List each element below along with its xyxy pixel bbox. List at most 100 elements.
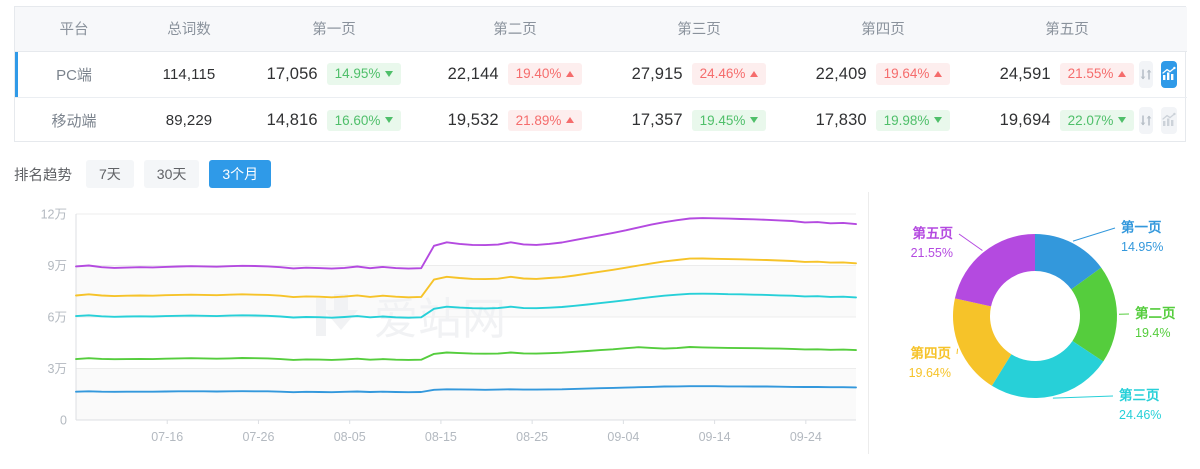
triangle-up-icon (566, 71, 575, 77)
svg-text:09-24: 09-24 (790, 430, 822, 444)
svg-text:08-15: 08-15 (425, 430, 457, 444)
column-header-page2: 第二页 (423, 7, 607, 52)
page5-count: 19,694 (999, 110, 1051, 129)
svg-text:24.46%: 24.46% (1119, 408, 1161, 422)
triangle-down-icon (1118, 117, 1127, 124)
table-header-row: 平台 总词数 第一页 第二页 第三页 第四页 第五页 (15, 7, 1187, 52)
svg-text:第二页: 第二页 (1135, 305, 1176, 321)
column-header-page3: 第三页 (607, 7, 791, 52)
column-header-actions (1159, 7, 1187, 52)
page-distribution-donut-chart[interactable]: 第一页 14.95% 第二页 19.4% 第三页 24.46% 第四页 19.64% 第五页 21… (868, 192, 1200, 454)
column-header-total: 总词数 (133, 7, 245, 52)
cell-page5: 24,591 21.55% (975, 51, 1159, 98)
row-platform-label: PC端 (15, 51, 133, 98)
page5-pct-badge: 21.55% (1059, 63, 1135, 85)
page3-count: 17,357 (631, 110, 683, 129)
page4-pct: 19.64% (883, 66, 930, 82)
trend-title: 排名趋势 (14, 167, 72, 184)
page5-pct: 22.07% (1067, 112, 1114, 128)
page4-pct-badge: 19.64% (875, 63, 951, 85)
svg-text:0: 0 (60, 414, 67, 428)
tab-3-months[interactable]: 3个月 (209, 160, 272, 189)
trend-toolbar: 排名趋势 7天 30天 3个月 (14, 160, 272, 189)
keyword-distribution-table: 平台 总词数 第一页 第二页 第三页 第四页 第五页 PC端 114,115 (14, 6, 1187, 143)
cell-page1: 17,056 14.95% (245, 51, 423, 98)
triangle-up-icon (1118, 71, 1127, 77)
page4-count: 17,830 (815, 110, 867, 129)
svg-text:爱站网: 爱站网 (374, 295, 506, 344)
page2-pct: 19.40% (515, 66, 562, 82)
page2-pct: 21.89% (515, 112, 562, 128)
page5-count: 24,591 (999, 64, 1051, 83)
page5-pct: 21.55% (1067, 66, 1114, 82)
rank-trend-line-chart[interactable]: 0 3万 6万 9万 12万爱站网 07-16 07-26 08-05 08-15 08-25 09… (8, 192, 868, 454)
triangle-down-icon (385, 71, 394, 77)
svg-text:第四页: 第四页 (911, 345, 952, 361)
table-row-mobile[interactable]: 移动端 89,229 14,816 16.60% 19 (15, 97, 1187, 143)
svg-text:21.55%: 21.55% (911, 246, 953, 260)
page4-count: 22,409 (815, 64, 867, 83)
triangle-down-icon (934, 117, 943, 124)
page3-pct: 24.46% (699, 66, 746, 82)
page3-count: 27,915 (631, 64, 683, 83)
tab-30-days[interactable]: 30天 (143, 160, 200, 189)
cell-page5: 19,694 22.07% (975, 97, 1159, 143)
page1-count: 17,056 (266, 64, 318, 83)
row-total-words: 114,115 (133, 51, 245, 98)
column-header-page5: 第五页 (975, 7, 1159, 52)
page1-pct: 14.95% (334, 66, 381, 82)
page4-pct-badge: 19.98% (875, 109, 951, 131)
svg-text:3万: 3万 (48, 362, 67, 376)
svg-text:19.64%: 19.64% (909, 366, 951, 380)
triangle-up-icon (934, 71, 943, 77)
page3-pct-badge: 19.45% (691, 109, 767, 131)
page2-pct-badge: 19.40% (507, 63, 583, 85)
svg-text:08-05: 08-05 (334, 430, 366, 444)
cell-page3: 17,357 19.45% (607, 97, 791, 143)
row-platform-label: 移动端 (51, 112, 97, 130)
page4-pct: 19.98% (883, 112, 930, 128)
triangle-up-icon (566, 117, 575, 124)
svg-text:第一页: 第一页 (1121, 219, 1162, 235)
svg-text:9万: 9万 (48, 259, 67, 273)
svg-text:09-14: 09-14 (699, 430, 731, 444)
page5-pct-badge: 22.07% (1059, 109, 1135, 131)
tab-7-days[interactable]: 7天 (86, 160, 134, 189)
triangle-down-icon (750, 117, 759, 124)
svg-text:19.4%: 19.4% (1135, 326, 1170, 340)
triangle-up-icon (750, 71, 759, 77)
charts-region: 0 3万 6万 9万 12万爱站网 07-16 07-26 08-05 08-15 08-25 09… (0, 192, 1200, 454)
chart-icon[interactable] (1161, 60, 1177, 88)
svg-text:12万: 12万 (41, 208, 67, 222)
cell-page2: 19,532 21.89% (423, 97, 607, 143)
svg-text:08-25: 08-25 (516, 430, 548, 444)
table-row-pc[interactable]: PC端 114,115 17,056 14.95% 2 (15, 51, 1187, 98)
page2-pct-badge: 21.89% (507, 109, 583, 131)
page1-count: 14,816 (266, 110, 318, 129)
chart-icon[interactable] (1161, 106, 1177, 134)
cell-page3: 27,915 24.46% (607, 51, 791, 98)
sort-icon[interactable] (1139, 106, 1153, 134)
svg-text:6万: 6万 (48, 311, 67, 325)
svg-text:07-16: 07-16 (151, 430, 183, 444)
cell-page2: 22,144 19.40% (423, 51, 607, 98)
page2-count: 22,144 (447, 64, 499, 83)
svg-text:第三页: 第三页 (1119, 387, 1160, 403)
page1-pct: 16.60% (334, 112, 381, 128)
page1-pct-badge: 16.60% (326, 109, 402, 131)
column-header-platform: 平台 (15, 7, 133, 52)
cell-actions-mobile (1139, 97, 1187, 143)
svg-text:07-26: 07-26 (242, 430, 274, 444)
column-header-page1: 第一页 (245, 7, 423, 52)
page2-count: 19,532 (447, 110, 499, 129)
svg-text:09-04: 09-04 (607, 430, 639, 444)
triangle-down-icon (385, 117, 394, 124)
svg-text:14.95%: 14.95% (1121, 240, 1163, 254)
row-total-words: 89,229 (165, 111, 213, 129)
cell-page4: 17,830 19.98% (791, 97, 975, 143)
cell-actions-pc (1139, 51, 1187, 98)
svg-text:第五页: 第五页 (913, 225, 954, 241)
page3-pct: 19.45% (699, 112, 746, 128)
sort-icon[interactable] (1139, 60, 1153, 88)
